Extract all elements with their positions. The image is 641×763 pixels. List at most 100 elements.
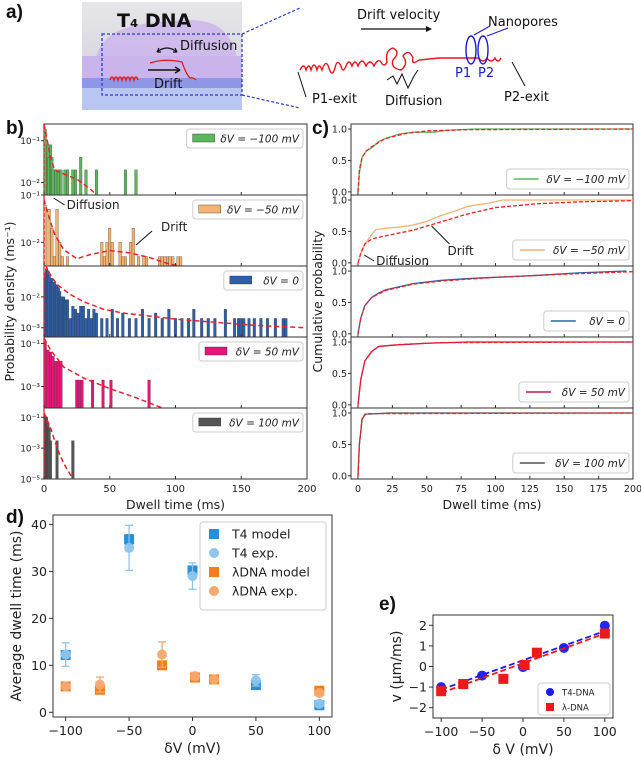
x-tick-label: 100 [486, 484, 504, 495]
y-tick-label: 10⁻¹ [20, 340, 40, 350]
legend-label: δV = −100 mV [220, 134, 299, 146]
histogram-bar [77, 379, 81, 409]
y-tick-label: 0.0 [332, 258, 347, 269]
x-tick-label: 75 [455, 484, 467, 495]
arrowhead-right [173, 47, 178, 53]
diffusion-zigzag-icon [386, 69, 419, 90]
y-tick-label: 40 [31, 517, 47, 532]
legend-label: λDNA exp. [232, 584, 298, 599]
data-point-circle [94, 679, 105, 690]
legend-frame [543, 310, 630, 332]
histogram-bar [76, 312, 80, 338]
histogram-bar [100, 242, 104, 267]
y-tick-label: 10⁻² [20, 293, 40, 303]
histogram-subplot-3: 10⁻¹ 10⁻³ δV = 50 mV [20, 336, 308, 409]
fit-curve [43, 337, 163, 409]
histogram-bar [110, 242, 114, 267]
histogram-bar [52, 256, 56, 267]
histogram-bar [49, 351, 52, 409]
data-point-circle [60, 681, 71, 692]
nanochannel-dna [149, 59, 197, 81]
fit-curve [43, 199, 180, 267]
y-tick-label: −1 [409, 680, 427, 695]
histogram-bar [142, 256, 146, 267]
chart-d-dwell-time: 0 10 20 30 40 −100 −50 0 50 100 δV (mV) Average dwe… [9, 514, 333, 757]
schematic-panel-a: T₄ DNA Diffusion Drift Drift velocity Na… [82, 2, 558, 110]
legend-swatch [192, 133, 215, 143]
schematic-title: T₄ DNA [117, 10, 192, 32]
histogram-bar [116, 318, 119, 338]
y-tick-label: 0.0 [332, 329, 347, 340]
x-tick-label: 175 [590, 484, 608, 495]
y-tick-label: 0 [39, 705, 47, 720]
panel-label-e: e) [379, 594, 396, 615]
histogram-bar [74, 169, 77, 196]
legend-label: λDNA model [232, 565, 310, 580]
legend-label: δV = 0 [263, 276, 299, 288]
chart-c-cumulative: 0.0 0.5 1.0 δV = −100 mV 0.0 0.5 1.0 δV = −50 m… [310, 123, 641, 512]
y-axis-label: Cumulative probability [310, 230, 325, 373]
x-tick-label: −100 [49, 723, 83, 738]
x-tick-label: 0 [41, 484, 47, 495]
histogram-bar [180, 318, 184, 338]
legend: δV = 50 mV [518, 381, 630, 403]
data-point-square [531, 647, 542, 658]
panel-label-c: c) [312, 118, 329, 139]
histogram-bar [131, 227, 135, 267]
chip-purple-layer [82, 56, 242, 78]
legend-frame [223, 270, 304, 291]
legend-swatch [198, 417, 222, 427]
histogram-bar [187, 318, 190, 338]
annotation-label: Drift [448, 244, 475, 258]
histogram-bar [87, 309, 91, 338]
histogram-bar [237, 318, 240, 338]
histogram-bar [89, 318, 93, 338]
legend-label: δV = 100 mV [555, 458, 626, 470]
legend-label: δV = 50 mV [562, 387, 626, 399]
data-point-circle [60, 649, 71, 660]
histogram-subplot-0: 10⁻¹ 10⁻² δV = −100 mV [20, 123, 308, 196]
legend-label: δV = 0 [589, 316, 625, 328]
histogram-bar [109, 379, 113, 409]
histogram-bar [167, 309, 171, 338]
x-tick-label: 50 [421, 484, 433, 495]
histogram-bar [75, 379, 79, 409]
data-point-circle [124, 542, 135, 553]
histogram-bar [50, 227, 54, 267]
y-tick-label: 10⁻² [20, 239, 40, 249]
y-tick-label: 10⁻¹ [20, 192, 40, 202]
x-tick-label: 200 [624, 484, 641, 495]
histogram-bar [74, 309, 77, 338]
p2-exit-label: P2-exit [504, 90, 549, 105]
legend-frame [518, 381, 630, 403]
x-tick-label: 50 [556, 724, 572, 739]
legend-marker-square [209, 529, 219, 539]
y-tick-label: 1 [419, 638, 427, 653]
series-3 [60, 641, 325, 699]
y-tick-label: 0.5 [332, 440, 347, 451]
chip-purple-reservoir [95, 20, 238, 63]
histogram-bar [49, 440, 52, 480]
histogram-bar [134, 318, 138, 338]
histogram-bar [81, 306, 85, 338]
data-point-square [458, 679, 469, 690]
histogram-bar [242, 318, 246, 338]
y-tick-label: 10⁻¹ [20, 414, 40, 424]
zoom-line-bottom [241, 94, 301, 109]
legend-frame [512, 452, 630, 474]
histogram-bar [252, 318, 256, 338]
histogram-bar [84, 318, 88, 338]
y-tick-label: 0 [419, 659, 427, 674]
chip-light-blue-base [82, 88, 242, 110]
histogram-bar [66, 256, 70, 267]
legend: δV = 0 [223, 270, 304, 291]
data-point-square [498, 673, 509, 684]
y-axis-label: v (μm/ms) [389, 631, 405, 703]
panel-label-d: d) [6, 507, 24, 528]
legend-marker-square [546, 703, 554, 711]
x-axis-label: Dwell time (ms) [442, 497, 541, 512]
y-tick-label: 2 [419, 618, 427, 633]
histogram-bar [121, 256, 125, 267]
x-tick-label: −50 [469, 724, 495, 739]
legend: δV = −100 mV [506, 168, 630, 190]
